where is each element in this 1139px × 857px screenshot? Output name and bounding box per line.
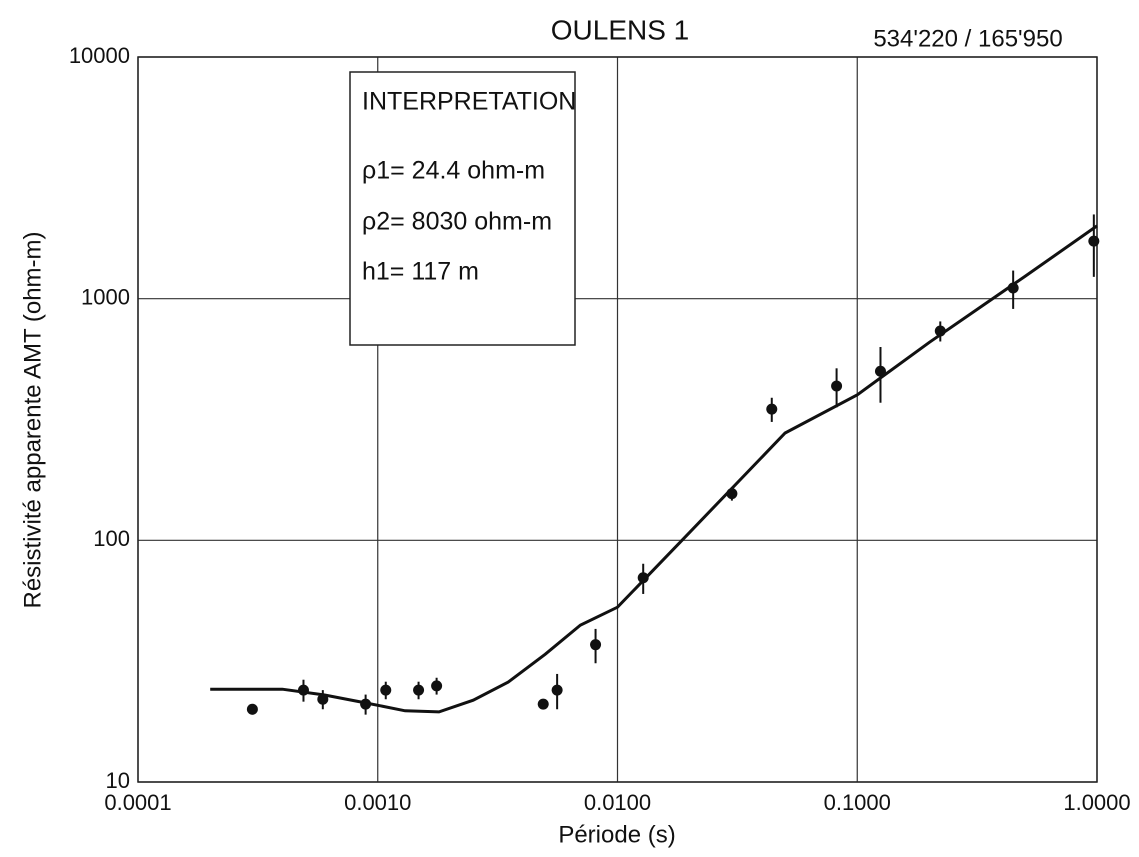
chart-title: OULENS 1 xyxy=(551,14,690,45)
data-point xyxy=(360,698,372,710)
data-point xyxy=(380,684,392,696)
annotation-line: ρ1= 24.4 ohm-m xyxy=(362,157,545,185)
data-point xyxy=(766,403,778,415)
x-tick-label: 0.1000 xyxy=(824,790,891,815)
data-point xyxy=(413,684,425,696)
x-tick-label: 1.0000 xyxy=(1063,790,1130,815)
data-point xyxy=(431,680,443,692)
x-tick-label: 0.0001 xyxy=(104,790,171,815)
y-axis-label: Résistivité apparente AMT (ohm-m) xyxy=(19,231,46,608)
y-tick-label: 100 xyxy=(93,526,130,551)
data-point xyxy=(297,684,309,696)
annotation-line: ρ2= 8030 ohm-m xyxy=(362,208,552,236)
annotation-heading: INTERPRETATION xyxy=(362,88,576,116)
data-point xyxy=(1088,235,1100,247)
chart-subtitle: 534'220 / 165'950 xyxy=(873,25,1062,52)
y-tick-label: 10000 xyxy=(69,43,130,68)
annotation-line: h1= 117 m xyxy=(362,258,479,286)
data-point xyxy=(1007,282,1019,294)
data-point xyxy=(874,365,886,377)
x-tick-label: 0.0010 xyxy=(344,790,411,815)
x-tick-label: 0.0100 xyxy=(584,790,651,815)
data-point xyxy=(831,380,843,392)
annotation-box xyxy=(349,71,576,346)
y-tick-label: 10 xyxy=(106,768,130,793)
data-point xyxy=(537,698,549,710)
y-tick-label: 1000 xyxy=(81,284,130,309)
data-point xyxy=(934,325,946,337)
data-point xyxy=(551,684,563,696)
data-point xyxy=(246,703,258,715)
x-axis-label: Période (s) xyxy=(558,821,675,848)
data-point xyxy=(726,488,738,500)
data-point xyxy=(590,639,602,651)
data-point xyxy=(317,693,329,705)
plot-frame xyxy=(137,56,1098,783)
data-point xyxy=(637,572,649,584)
